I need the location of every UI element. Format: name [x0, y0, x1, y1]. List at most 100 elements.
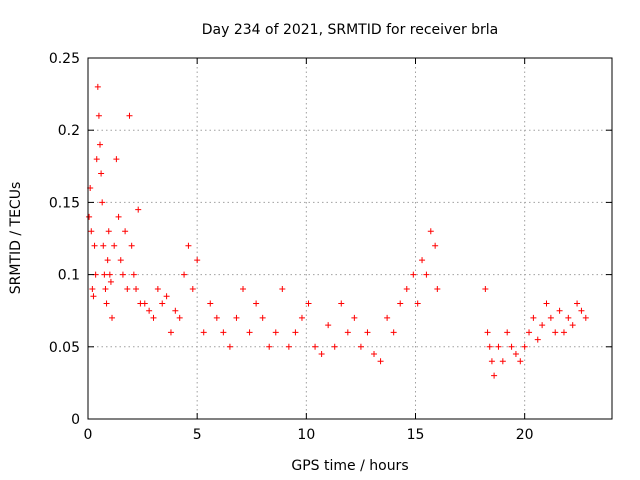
data-point [124, 286, 131, 293]
data-point [159, 300, 166, 307]
data-point [338, 300, 345, 307]
data-point [357, 343, 364, 350]
data-point [504, 329, 511, 336]
data-point [272, 329, 279, 336]
data-point [582, 314, 589, 321]
data-point [150, 314, 157, 321]
data-point [253, 300, 260, 307]
data-point [491, 372, 498, 379]
data-point [569, 322, 576, 329]
data-point [318, 351, 325, 358]
y-tick-label: 0.25 [49, 51, 80, 67]
data-point [86, 213, 93, 220]
data-point [298, 314, 305, 321]
data-point [266, 343, 273, 350]
x-tick-label: 10 [297, 427, 315, 443]
data-point [390, 329, 397, 336]
y-tick-label: 0.1 [58, 268, 80, 284]
data-point [403, 286, 410, 293]
data-point [167, 329, 174, 336]
data-point [565, 314, 572, 321]
y-axis-label: SRMTID / TECUs [8, 182, 24, 295]
data-point [534, 336, 541, 343]
data-point [122, 228, 129, 235]
data-point [434, 286, 441, 293]
data-point [141, 300, 148, 307]
data-point [410, 271, 417, 278]
y-tick-label: 0 [71, 412, 80, 428]
x-tick-label: 0 [84, 427, 93, 443]
data-point [226, 343, 233, 350]
data-point [99, 199, 106, 206]
data-point [189, 286, 196, 293]
data-point [488, 358, 495, 365]
y-tick-label: 0.15 [49, 195, 80, 211]
plot-frame [87, 57, 613, 420]
data-point [104, 257, 111, 264]
data-point [547, 314, 554, 321]
data-point [560, 329, 567, 336]
data-point [556, 307, 563, 314]
data-point [432, 242, 439, 249]
data-point [109, 314, 116, 321]
data-point [246, 329, 253, 336]
data-point [364, 329, 371, 336]
data-point [344, 329, 351, 336]
data-point [259, 314, 266, 321]
data-point [130, 271, 137, 278]
data-point [126, 112, 133, 119]
data-point [305, 300, 312, 307]
data-point [371, 351, 378, 358]
data-point [419, 257, 426, 264]
data-point [279, 286, 286, 293]
data-point [185, 242, 192, 249]
data-point [292, 329, 299, 336]
data-point [384, 314, 391, 321]
data-point [312, 343, 319, 350]
data-point [517, 358, 524, 365]
x-tick-label: 5 [193, 427, 202, 443]
gridlines [88, 58, 612, 419]
data-point [526, 329, 533, 336]
data-point [194, 257, 201, 264]
data-point [484, 329, 491, 336]
data-point [107, 278, 114, 285]
data-point [331, 343, 338, 350]
data-point [90, 293, 97, 300]
data-point [88, 228, 95, 235]
data-point [495, 343, 502, 350]
data-point [539, 322, 546, 329]
data-point [423, 271, 430, 278]
data-point [499, 358, 506, 365]
data-point [117, 257, 124, 264]
data-point [377, 358, 384, 365]
data-point [111, 242, 118, 249]
data-point [163, 293, 170, 300]
data-point [200, 329, 207, 336]
data-point [325, 322, 332, 329]
x-tick-label: 20 [516, 427, 534, 443]
data-point [154, 286, 161, 293]
data-point [105, 228, 112, 235]
data-point [233, 314, 240, 321]
data-point [285, 343, 292, 350]
data-point [98, 170, 105, 177]
data-point [213, 314, 220, 321]
data-point [113, 156, 120, 163]
data-point [89, 286, 96, 293]
chart-title: Day 234 of 2021, SRMTID for receiver brl… [202, 22, 499, 38]
data-point [240, 286, 247, 293]
data-point [552, 329, 559, 336]
data-point [578, 307, 585, 314]
data-point [103, 300, 110, 307]
data-point [135, 206, 142, 213]
data-point [106, 271, 113, 278]
axes: 0 5 10 15 20 0 0.05 0.1 0.15 0.2 0.25 [49, 51, 612, 443]
data-point [181, 271, 188, 278]
data-points [86, 83, 589, 379]
x-tick-label: 15 [407, 427, 425, 443]
data-point [427, 228, 434, 235]
data-point [397, 300, 404, 307]
data-point [220, 329, 227, 336]
